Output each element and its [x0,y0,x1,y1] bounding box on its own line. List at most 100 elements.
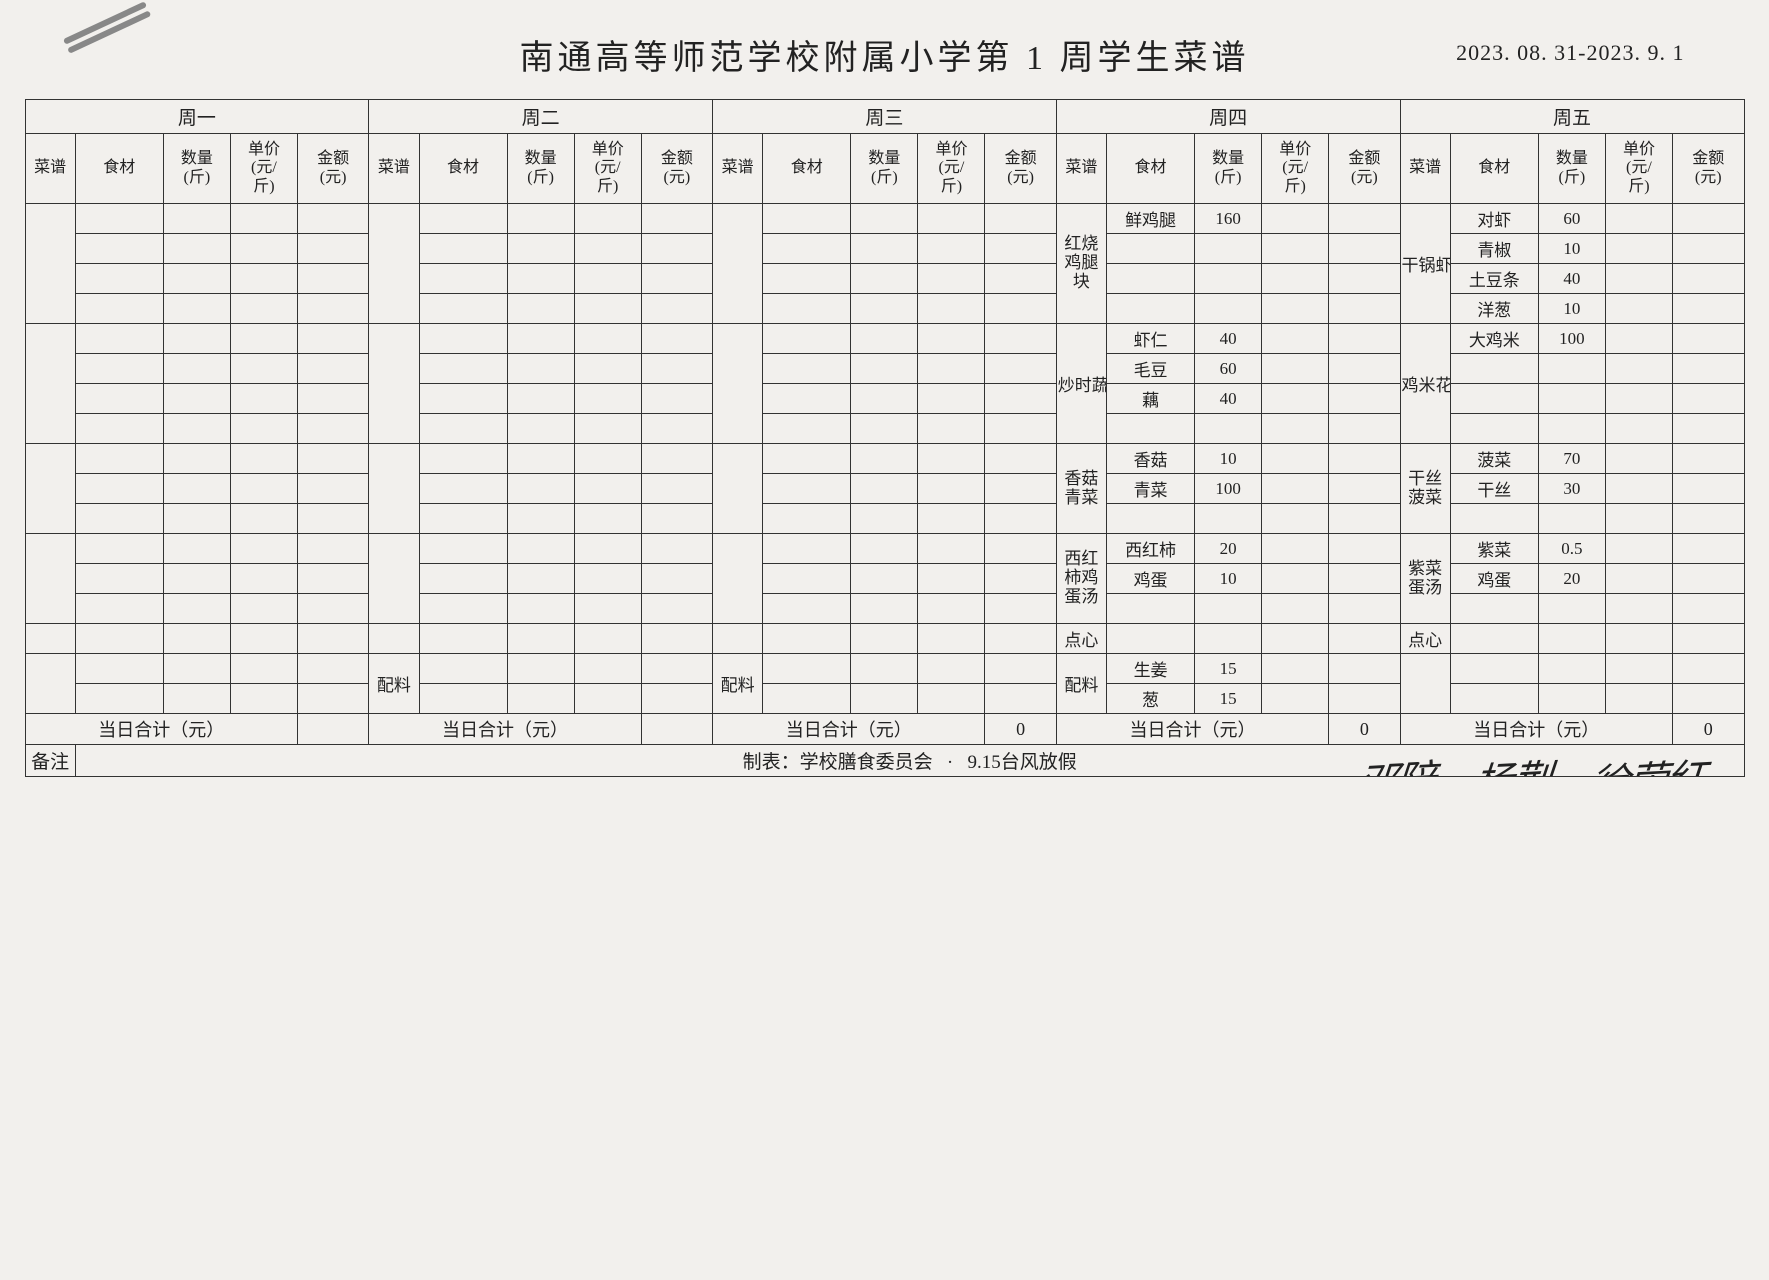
amount-cell [1672,474,1744,504]
col-header: 单价(元/斤) [1262,134,1329,204]
ingredient-cell [419,684,507,714]
amount-cell [297,594,368,624]
amount-cell [1672,504,1744,534]
ingredient-cell [763,534,851,564]
amount-cell [985,354,1056,384]
qty-cell [507,234,574,264]
ingredient-cell: 鲜鸡腿 [1107,204,1195,234]
amount-cell [1329,624,1400,654]
signature: 徐荣红 [1587,746,1706,777]
amount-cell [1672,234,1744,264]
day-header: 周一 [25,100,369,134]
ingredient-cell: 香菇 [1107,444,1195,474]
col-header: 金额(元) [641,134,712,204]
ingredient-cell: 大鸡米 [1450,324,1538,354]
table-row: 炒时蔬虾仁40鸡米花大鸡米100 [25,324,1744,354]
qty-cell [851,354,918,384]
col-header: 食材 [763,134,851,204]
qty-cell: 40 [1195,324,1262,354]
table-row: 土豆条40 [25,264,1744,294]
col-header: 金额(元) [985,134,1056,204]
column-header-row: 菜谱食材数量(斤)单价(元/斤)金额(元)菜谱食材数量(斤)单价(元/斤)金额(… [25,134,1744,204]
recipe-name-cell: 配料 [713,654,763,714]
col-header: 金额(元) [297,134,368,204]
ingredient-cell: 葱 [1107,684,1195,714]
subtotal-value [641,714,712,745]
ingredient-cell [1450,624,1538,654]
qty-cell: 100 [1195,474,1262,504]
amount-cell [1672,264,1744,294]
amount-cell [1329,294,1400,324]
recipe-name-cell [25,534,75,624]
qty-cell [1538,384,1605,414]
amount-cell [297,444,368,474]
price-cell [230,504,297,534]
qty-cell [851,564,918,594]
price-cell [230,324,297,354]
price-cell [918,684,985,714]
recipe-name-cell: 配料 [369,654,419,714]
qty-cell: 0.5 [1538,534,1605,564]
ingredient-cell [419,594,507,624]
note-label: 备注 [25,745,75,777]
ingredient-cell [763,414,851,444]
qty-cell [163,294,230,324]
ingredient-cell [75,204,163,234]
amount-cell [297,564,368,594]
amount-cell [641,624,712,654]
ingredient-cell [75,414,163,444]
subtotal-value: 0 [1672,714,1744,745]
col-header: 数量(斤) [507,134,574,204]
table-row: 西红柿鸡蛋汤西红柿20紫菜蛋汤紫菜0.5 [25,534,1744,564]
note-maker: 制表：学校膳食委员会 [743,752,933,773]
ingredient-cell [419,564,507,594]
qty-cell [507,594,574,624]
price-cell [230,264,297,294]
col-header: 金额(元) [1329,134,1400,204]
amount-cell [297,534,368,564]
amount-cell [641,324,712,354]
ingredient-cell [419,624,507,654]
col-header: 菜谱 [369,134,419,204]
table-row: 葱15 [25,684,1744,714]
amount-cell [1672,534,1744,564]
ingredient-cell [763,504,851,534]
amount-cell [297,354,368,384]
ingredient-cell [763,654,851,684]
qty-cell [163,384,230,414]
price-cell [1605,564,1672,594]
ingredient-cell: 鸡蛋 [1107,564,1195,594]
qty-cell [507,354,574,384]
price-cell [230,294,297,324]
recipe-name-cell: 西红柿鸡蛋汤 [1056,534,1106,624]
price-cell [1262,444,1329,474]
price-cell [1605,624,1672,654]
price-cell [1262,294,1329,324]
col-header: 菜谱 [713,134,763,204]
recipe-name-cell [369,444,419,534]
ingredient-cell [763,234,851,264]
subtotal-value: 0 [985,714,1056,745]
qty-cell [163,324,230,354]
price-cell [574,474,641,504]
qty-cell [163,414,230,444]
qty-cell [163,594,230,624]
amount-cell [985,384,1056,414]
page: 南通高等师范学校附属小学第 1 周学生菜谱 2023. 08. 31-2023.… [25,30,1745,777]
ingredient-cell [763,204,851,234]
amount-cell [1672,624,1744,654]
note-body: 制表：学校膳食委员会 · 9.15台风放假邓陪杨荆徐荣红 [75,745,1744,777]
amount-cell [985,504,1056,534]
price-cell [1605,414,1672,444]
amount-cell [985,414,1056,444]
amount-cell [985,444,1056,474]
ingredient-cell: 菠菜 [1450,444,1538,474]
qty-cell [1195,594,1262,624]
ingredient-cell [419,354,507,384]
signature: 邓陪 [1355,747,1436,777]
ingredient-cell [419,504,507,534]
day-header: 周五 [1400,100,1744,134]
amount-cell [985,594,1056,624]
price-cell [918,414,985,444]
ingredient-cell [1450,414,1538,444]
